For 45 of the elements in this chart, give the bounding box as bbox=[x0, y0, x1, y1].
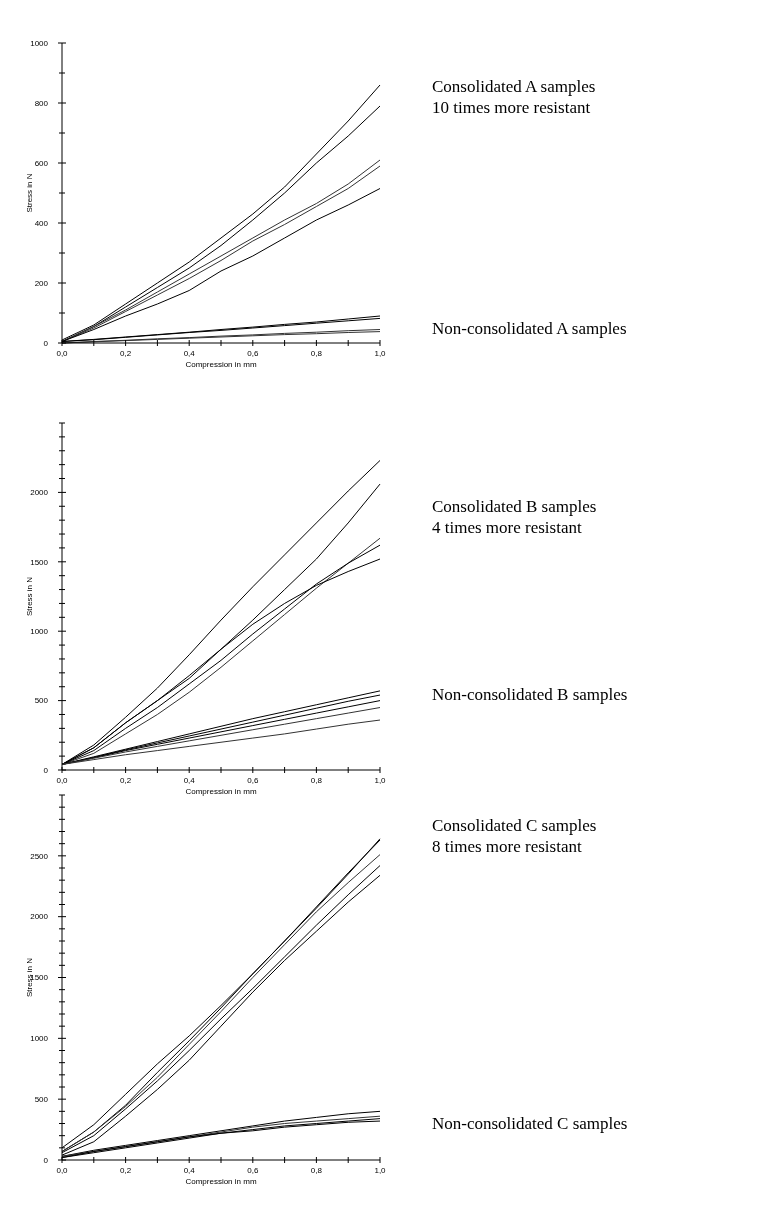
y-tick-label: 1000 bbox=[30, 627, 49, 636]
x-axis-title: Compression in mm bbox=[185, 787, 257, 796]
y-axis-title: Stress in N bbox=[25, 576, 34, 617]
x-axis-title: Compression in mm bbox=[185, 360, 257, 369]
y-tick-label: 800 bbox=[34, 98, 49, 108]
y-tick-label: 500 bbox=[34, 1094, 49, 1104]
y-axis-title: Stress in N bbox=[25, 173, 34, 213]
x-tick-label: 0,2 bbox=[120, 349, 132, 358]
y-tick-label: 1500 bbox=[30, 557, 49, 567]
x-tick-label: 1,0 bbox=[374, 349, 387, 358]
x-tick-label: 0,8 bbox=[310, 1166, 323, 1175]
x-tick-label: 0,2 bbox=[120, 1166, 132, 1175]
y-tick-label: 0 bbox=[43, 338, 49, 348]
y-tick-label: 400 bbox=[34, 218, 49, 228]
y-tick-label: 200 bbox=[34, 278, 49, 288]
x-tick-label: 0,8 bbox=[310, 776, 323, 785]
text: Consolidated A samples 10 times more resistant bbox=[432, 77, 596, 118]
y-tick-label: 1000 bbox=[30, 38, 49, 48]
x-tick-label: 0,6 bbox=[247, 349, 259, 358]
y-tick-label: 2000 bbox=[30, 488, 49, 498]
x-tick-label: 0,4 bbox=[183, 776, 196, 785]
x-tick-label: 0,0 bbox=[56, 776, 69, 785]
y-tick-label: 1000 bbox=[30, 1034, 49, 1044]
text: Non-consolidated B samples bbox=[432, 684, 628, 704]
y-tick-label: 2000 bbox=[30, 912, 49, 922]
y-tick-label: 0 bbox=[43, 765, 49, 775]
text: Consolidated C samples 8 times more resistant bbox=[432, 815, 597, 856]
y-tick-label: 2500 bbox=[30, 851, 49, 861]
x-tick-label: 0,4 bbox=[183, 349, 196, 358]
x-tick-label: 0,8 bbox=[310, 349, 323, 358]
x-tick-label: 1,0 bbox=[374, 1166, 387, 1175]
x-axis-title: Compression in mm bbox=[185, 1177, 257, 1186]
x-tick-label: 1,0 bbox=[374, 776, 387, 785]
x-tick-label: 0,4 bbox=[183, 1166, 196, 1175]
x-tick-label: 0,6 bbox=[247, 776, 259, 785]
y-tick-label: 0 bbox=[43, 1155, 49, 1165]
y-tick-label: 500 bbox=[34, 696, 49, 706]
x-tick-label: 0,2 bbox=[120, 776, 132, 785]
text: Non-consolidated C samples bbox=[432, 1114, 628, 1134]
x-tick-label: 0,0 bbox=[56, 1166, 69, 1175]
x-tick-label: 0,0 bbox=[56, 349, 69, 358]
y-tick-label: 600 bbox=[34, 158, 49, 168]
x-tick-label: 0,6 bbox=[247, 1166, 259, 1175]
text: Consolidated B samples 4 times more resistant bbox=[432, 497, 597, 538]
text: Non-consolidated A samples bbox=[432, 318, 627, 338]
